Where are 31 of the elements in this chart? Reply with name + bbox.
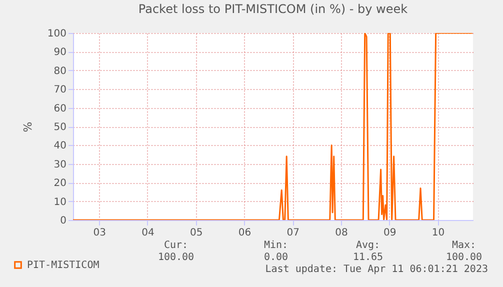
text: Avg: (356, 240, 380, 251)
x-tick-label: 09 (383, 228, 396, 238)
text: 11.65 (352, 252, 384, 263)
x-tick-label: 07 (286, 228, 300, 238)
y-tick-label: 70 (54, 84, 66, 96)
y-tick-label: 10 (54, 196, 66, 208)
text: Max: (452, 240, 476, 251)
text: 100.00 (158, 252, 194, 263)
text: 100.00 (446, 252, 482, 263)
x-tick-label: 08 (335, 228, 348, 238)
y-tick-label: 90 (54, 47, 66, 58)
text: 0.00 (264, 252, 288, 263)
x-tick-label: 10 (432, 228, 445, 238)
y-tick-label: 80 (54, 66, 66, 77)
y-tick-label: 30 (54, 159, 66, 170)
legend-label: PIT-MISTICOM (27, 260, 100, 271)
y-tick-label: 100 (47, 28, 66, 40)
text: Last update: Tue Apr 11 06:01:21 2023 (265, 264, 488, 275)
text: Cur: (164, 240, 188, 251)
x-tick-label: 05 (190, 228, 203, 238)
y-tick-label: 50 (54, 122, 66, 133)
chart-title: Packet loss to PIT-MISTICOM (in %) - by week (138, 2, 408, 16)
x-tick-label: 06 (238, 228, 252, 238)
y-tick-label: 0 (60, 216, 66, 226)
y-tick-label: 40 (54, 140, 66, 152)
y-tick-label: 20 (54, 178, 66, 190)
x-tick-label: 03 (93, 228, 106, 238)
y-axis-title: % (21, 122, 34, 132)
text: Min: (264, 240, 288, 251)
y-tick-label: 60 (54, 103, 66, 114)
x-tick-label: 04 (142, 228, 154, 238)
